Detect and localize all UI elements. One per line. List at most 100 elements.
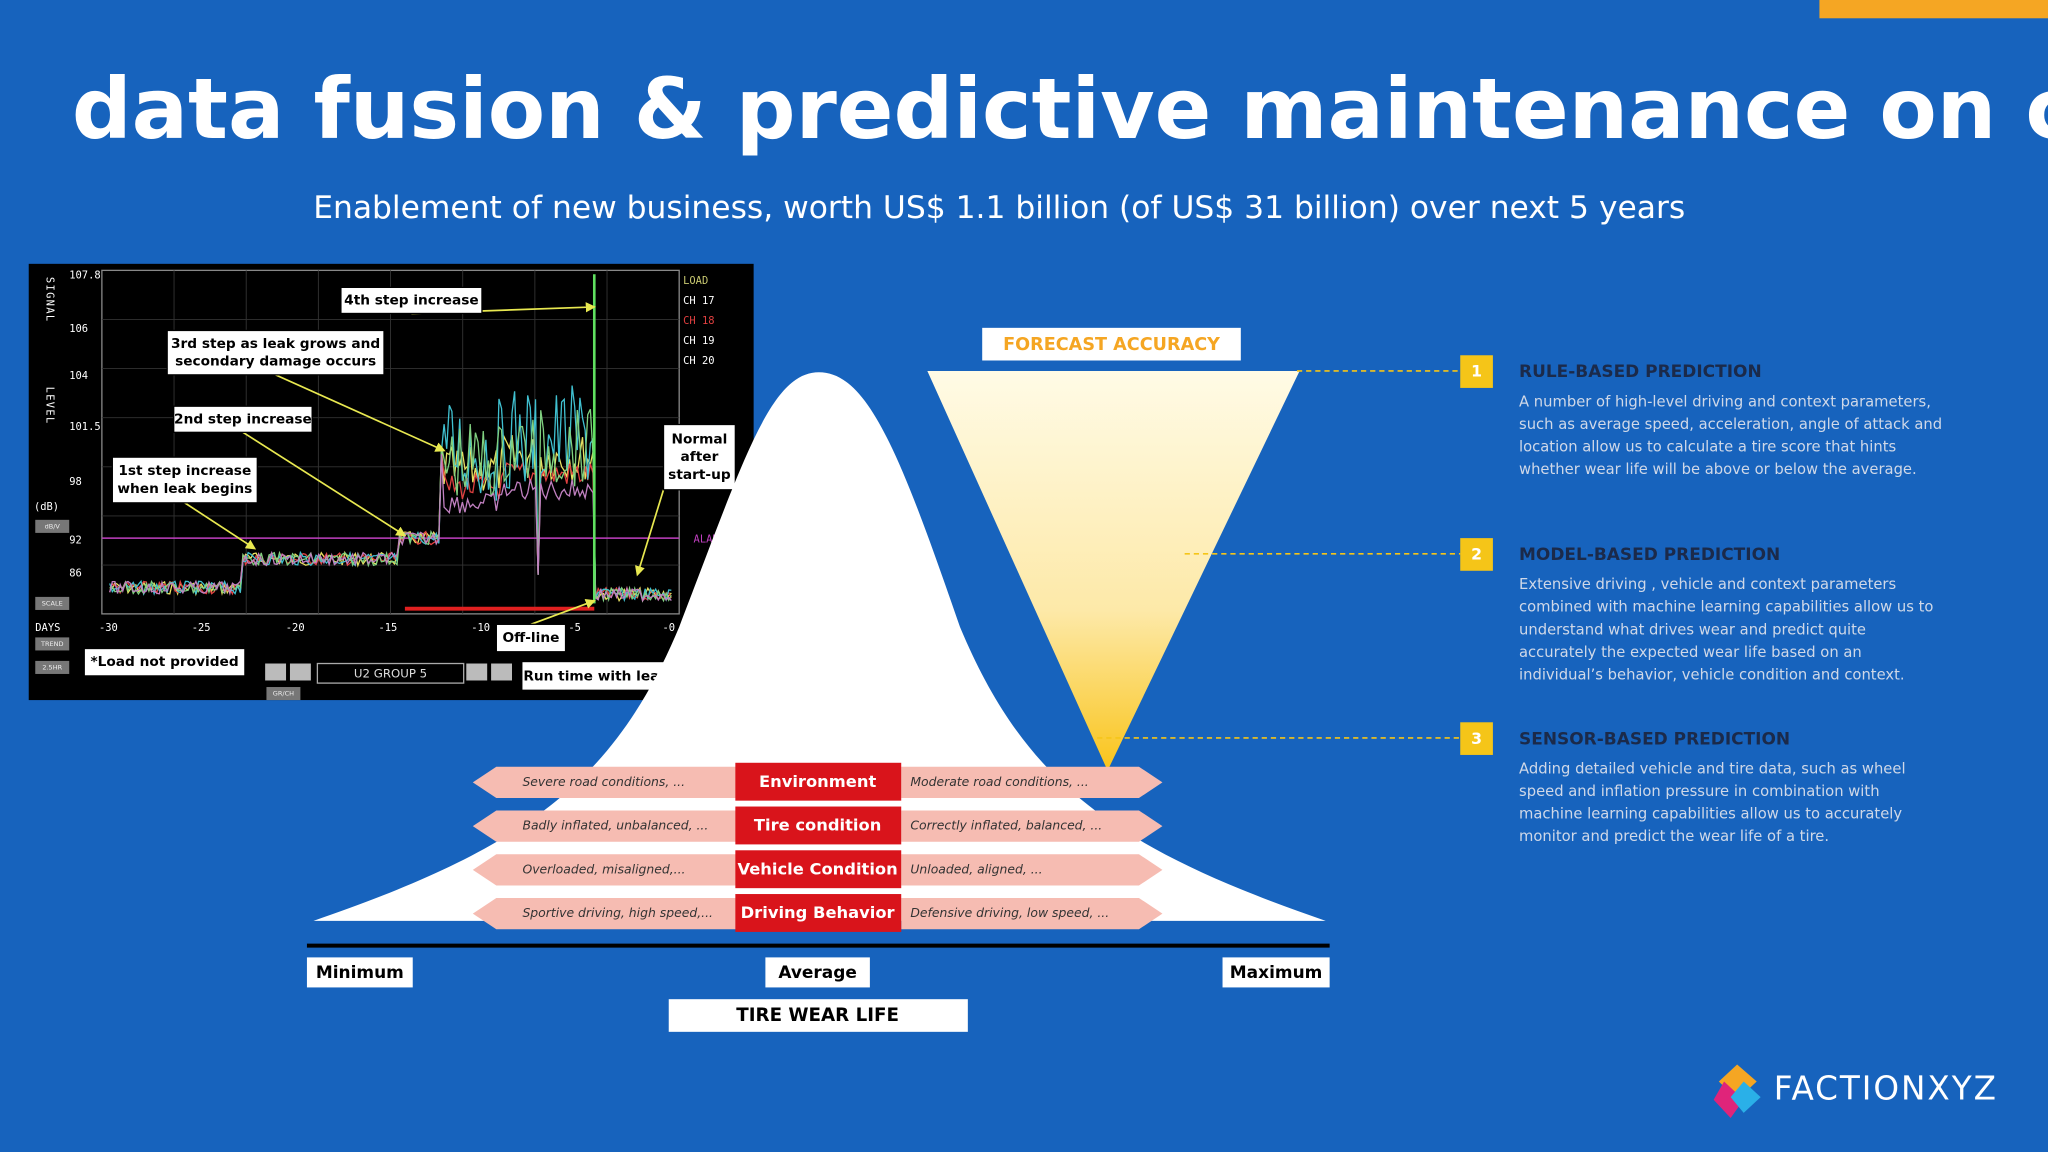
prediction-text: such as average speed, acceleration, ang…	[1519, 416, 1942, 433]
callout-box	[495, 623, 567, 653]
small-button	[35, 660, 70, 674]
factor-box	[735, 894, 902, 932]
number: 1	[1471, 362, 1482, 381]
bell-curve	[313, 372, 1326, 921]
callout-text: 4th step increase	[344, 292, 479, 308]
callout-box	[166, 329, 385, 376]
inset-x-label: -5	[568, 622, 581, 634]
inset-x-label: -10	[471, 622, 490, 634]
inset-x-label: -25	[192, 622, 211, 634]
trace	[109, 385, 672, 603]
title: data fusion & predictive maintenance on …	[72, 60, 2048, 158]
axis-label: Minimum	[316, 963, 404, 983]
number: 2	[1471, 545, 1482, 564]
factor-box	[735, 806, 902, 845]
prediction-text: accurately the expected wear life based …	[1519, 644, 1862, 661]
trace	[109, 454, 672, 603]
callout-box	[340, 286, 483, 315]
factor-high: Unloaded, aligned, ...	[910, 861, 1042, 876]
funnel-label-box	[982, 327, 1241, 361]
prediction-text: individual’s behavior, vehicle condition…	[1519, 667, 1905, 684]
accent-bar	[1819, 0, 2048, 19]
arrow-left	[472, 854, 738, 886]
logo-icon	[1713, 1081, 1744, 1119]
prediction-text: Adding detailed vehicle and tire data, s…	[1519, 760, 1906, 777]
number: 3	[1471, 729, 1482, 748]
factor-low: Severe road conditions, ...	[522, 774, 685, 789]
axis-title-box	[668, 999, 968, 1032]
prediction-title: RULE-BASED PREDICTION	[1519, 362, 1762, 382]
callout-text: 1st step increase	[118, 463, 251, 479]
callout-text: start-up	[668, 467, 731, 483]
factor-high: Moderate road conditions, ...	[910, 774, 1088, 789]
small-button	[35, 596, 70, 610]
inset-y-label: 104	[69, 370, 88, 382]
logo-text: FACTIONXYZ	[1774, 1070, 1998, 1108]
callout-text: Normal	[671, 432, 727, 448]
inset-x-label: -0	[662, 622, 675, 634]
axis-label: Maximum	[1230, 963, 1323, 983]
prediction-text: location allow us to calculate a tire sc…	[1519, 438, 1896, 455]
small-button	[35, 519, 70, 533]
arrow-right	[901, 897, 1163, 930]
subtitle: Enablement of new business, worth US$ 1.…	[313, 190, 1685, 226]
small-label: GR/CH	[273, 690, 294, 698]
axis-label: Average	[778, 963, 857, 983]
unit-label: (dB)	[34, 501, 59, 513]
callout-arrow	[242, 431, 407, 537]
callout-text: Off-line	[502, 630, 559, 646]
arrow-right	[901, 810, 1163, 842]
callout-arrow	[275, 374, 446, 452]
arrow-left	[472, 897, 738, 930]
factor-low: Badly inflated, unbalanced, ...	[522, 818, 708, 833]
callout-text: after	[681, 449, 719, 465]
factor-high: Defensive driving, low speed, ...	[910, 905, 1109, 920]
factor-name: Environment	[759, 772, 877, 791]
level-label: LEVEL	[44, 387, 56, 425]
prediction-text: monitor and predict the wear life of a t…	[1519, 828, 1829, 845]
axis-box	[306, 957, 413, 988]
group-box	[316, 662, 465, 684]
arrow-right	[901, 766, 1163, 799]
inset-x-label: -15	[378, 622, 397, 634]
inset-x-label: -30	[99, 622, 118, 634]
signal-label: SIGNAL	[44, 277, 56, 323]
inset-y-label: 86	[69, 567, 82, 579]
prediction-text: combined with machine learning capabilit…	[1519, 599, 1933, 616]
factor-low: Overloaded, misaligned,...	[522, 861, 685, 876]
nav-button	[466, 663, 488, 681]
channel-label: CH 17	[683, 295, 714, 307]
small-label: TREND	[40, 640, 64, 648]
days-label: DAYS	[35, 622, 60, 634]
callout-arrow	[184, 502, 257, 550]
inset-x-label: -20	[286, 622, 305, 634]
inset-y-label: 92	[69, 535, 82, 547]
group-label: U2 GROUP 5	[354, 666, 427, 680]
channel-label: LOAD	[683, 275, 708, 287]
prediction-text: speed and inflation pressure in combinat…	[1519, 783, 1880, 800]
callout-text: when leak begins	[117, 481, 252, 497]
channel-label: CH 20	[683, 355, 714, 367]
factor-box	[735, 850, 902, 889]
nav-button	[491, 663, 512, 681]
number-box	[1460, 355, 1493, 388]
factor-high: Correctly inflated, balanced, ...	[910, 818, 1102, 833]
prediction-text: understand what drives wear and predict …	[1519, 621, 1866, 638]
funnel	[927, 370, 1300, 771]
footnote: *Load not provided	[90, 654, 238, 670]
axis-box	[1222, 957, 1330, 988]
callout-text: secondary damage occurs	[175, 353, 376, 369]
funnel-label: FORECAST ACCURACY	[1003, 335, 1220, 355]
trace	[109, 408, 672, 603]
nav-button	[289, 663, 311, 681]
axis-title: TIRE WEAR LIFE	[736, 1005, 899, 1026]
channel-label: CH 19	[683, 335, 714, 347]
prediction-text: Extensive driving , vehicle and context …	[1519, 576, 1896, 593]
callout-text: 3rd step as leak grows and	[171, 336, 380, 352]
callout-arrow	[530, 598, 596, 626]
small-button	[266, 687, 301, 701]
prediction-text: machine learning capabilities allow us t…	[1519, 805, 1902, 822]
small-label: dB/V	[45, 522, 61, 530]
inset-y-label: 98	[69, 476, 82, 488]
